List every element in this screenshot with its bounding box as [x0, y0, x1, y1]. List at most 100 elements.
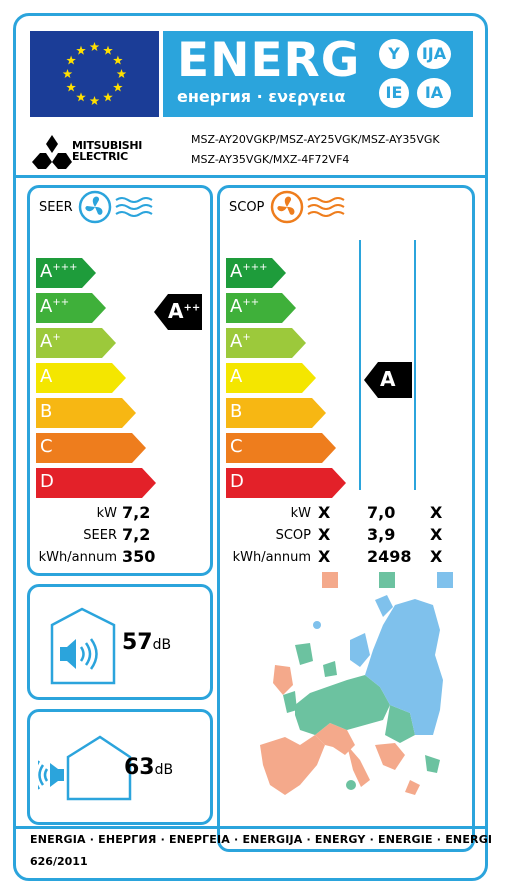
- scop-row-label: SCOP: [275, 528, 311, 543]
- seer-class-label: C: [40, 436, 53, 457]
- scop-cold-value: X: [318, 525, 331, 544]
- seer-class-bar: A+: [36, 328, 116, 358]
- scop-warm-value: X: [430, 547, 443, 566]
- brand-line1: MITSUBISHI: [72, 139, 143, 152]
- seer-row-label: SEER: [83, 528, 117, 543]
- scop-average-value: 2498: [367, 547, 412, 566]
- seer-class-bar: A++: [36, 293, 106, 323]
- outdoor-db-number: 63: [124, 755, 155, 780]
- scop-class-bar: A+: [226, 328, 306, 358]
- seer-row-value: 7,2: [122, 525, 151, 544]
- scop-label: SCOP: [229, 200, 265, 215]
- indoor-noise-panel: [27, 584, 213, 700]
- warm-zone-swatch: [437, 572, 453, 588]
- suffix-ie: IE: [379, 78, 409, 108]
- scop-warm-value: X: [430, 503, 443, 522]
- eu-star-icon: [113, 82, 123, 92]
- energy-banner: ENERG енергия · ενεργεια Y IJA IE IA: [163, 31, 473, 117]
- average-zone-swatch: [379, 572, 395, 588]
- seer-class-label: D: [40, 471, 54, 492]
- scop-class-label: A+: [230, 331, 251, 352]
- scop-rating-indicator: A: [364, 362, 412, 398]
- eu-stars-icon: [62, 42, 127, 105]
- seer-label: SEER: [39, 200, 73, 215]
- scop-rating-letter: A: [380, 367, 396, 391]
- scop-column-divider: [359, 240, 361, 490]
- seer-row-label: kW: [96, 506, 117, 521]
- seer-class-label: B: [40, 401, 53, 422]
- scop-warm-value: X: [430, 525, 443, 544]
- scop-class-bar: C: [226, 433, 336, 463]
- cold-zone-swatch: [322, 572, 338, 588]
- indoor-db-number: 57: [122, 630, 153, 655]
- scop-panel: [217, 185, 475, 852]
- seer-rating-plus: ++: [183, 302, 201, 314]
- suffix-ia: IA: [417, 78, 451, 108]
- eu-star-icon: [89, 96, 100, 105]
- scop-class-bar: A++: [226, 293, 296, 323]
- outdoor-unit-speaker-icon: [38, 735, 132, 801]
- seer-class-bar: B: [36, 398, 136, 428]
- seer-panel: [27, 185, 213, 576]
- indoor-unit-speaker-icon: [50, 607, 116, 685]
- seer-class-bar: A: [36, 363, 126, 393]
- cooling-fan-icon: [78, 190, 153, 224]
- eu-star-icon: [113, 55, 123, 65]
- scop-row-label: kWh/annum: [232, 550, 311, 565]
- header-divider: [16, 175, 485, 178]
- scop-class-label: D: [230, 471, 244, 492]
- energy-subtitle: енергия · ενεργεια: [177, 87, 346, 106]
- scop-class-bar: B: [226, 398, 326, 428]
- scop-cold-value: X: [318, 503, 331, 522]
- scop-class-label: A+++: [230, 261, 268, 282]
- eu-star-icon: [62, 69, 73, 78]
- eu-star-icon: [66, 82, 76, 92]
- eu-star-icon: [76, 92, 86, 102]
- europe-climate-map: [260, 595, 443, 795]
- seer-class-label: A++: [40, 296, 70, 317]
- heating-fan-icon: [270, 190, 345, 224]
- eu-star-icon: [76, 45, 86, 55]
- indoor-db-unit: dB: [152, 637, 172, 653]
- scop-class-label: A: [230, 366, 243, 387]
- seer-class-label: A: [40, 366, 53, 387]
- seer-class-label: A+++: [40, 261, 78, 282]
- footer-divider: [16, 826, 485, 829]
- seer-class-bar: D: [36, 468, 156, 498]
- scop-class-bar: A+++: [226, 258, 286, 288]
- brand-name: MITSUBISHI ELECTRIC: [72, 140, 142, 162]
- suffix-y: Y: [379, 39, 409, 69]
- seer-rating-indicator: A++: [154, 294, 202, 330]
- eu-flag: [30, 31, 159, 117]
- eu-star-icon: [66, 55, 76, 65]
- scop-average-value: 3,9: [367, 525, 396, 544]
- eu-star-icon: [116, 69, 127, 78]
- outdoor-noise-value: 63dB: [124, 755, 173, 780]
- scop-class-label: C: [230, 436, 243, 457]
- label-frame: [13, 13, 488, 881]
- scop-cold-value: X: [318, 547, 331, 566]
- seer-row-label: kWh/annum: [38, 550, 117, 565]
- scop-class-label: A++: [230, 296, 260, 317]
- scop-row-label: kW: [290, 506, 311, 521]
- suffix-ija: IJA: [417, 39, 451, 69]
- seer-row-value: 7,2: [122, 503, 151, 522]
- scop-class-bar: D: [226, 468, 346, 498]
- model-line-1: MSZ-AY20VGKP/MSZ-AY25VGK/MSZ-AY35VGK: [191, 133, 440, 146]
- eu-star-icon: [89, 42, 100, 51]
- outdoor-db-unit: dB: [154, 762, 174, 778]
- eu-star-icon: [103, 45, 113, 55]
- footer-languages: ENERGIA · ЕНЕРГИЯ · ΕΝΕΡΓΕΙΑ · ENERGIJA …: [30, 833, 493, 846]
- scop-class-bar: A: [226, 363, 316, 393]
- scop-average-value: 7,0: [367, 503, 396, 522]
- seer-row-value: 350: [122, 547, 156, 566]
- seer-class-label: A+: [40, 331, 61, 352]
- brand-line2: ELECTRIC: [72, 150, 128, 163]
- seer-rating-letter: A: [168, 299, 184, 323]
- seer-class-bar: A+++: [36, 258, 96, 288]
- mitsubishi-diamonds-icon: [32, 135, 72, 169]
- energy-title: ENERG: [177, 33, 361, 88]
- eu-star-icon: [103, 92, 113, 102]
- outdoor-noise-panel: [27, 709, 213, 825]
- scop-class-label: B: [230, 401, 243, 422]
